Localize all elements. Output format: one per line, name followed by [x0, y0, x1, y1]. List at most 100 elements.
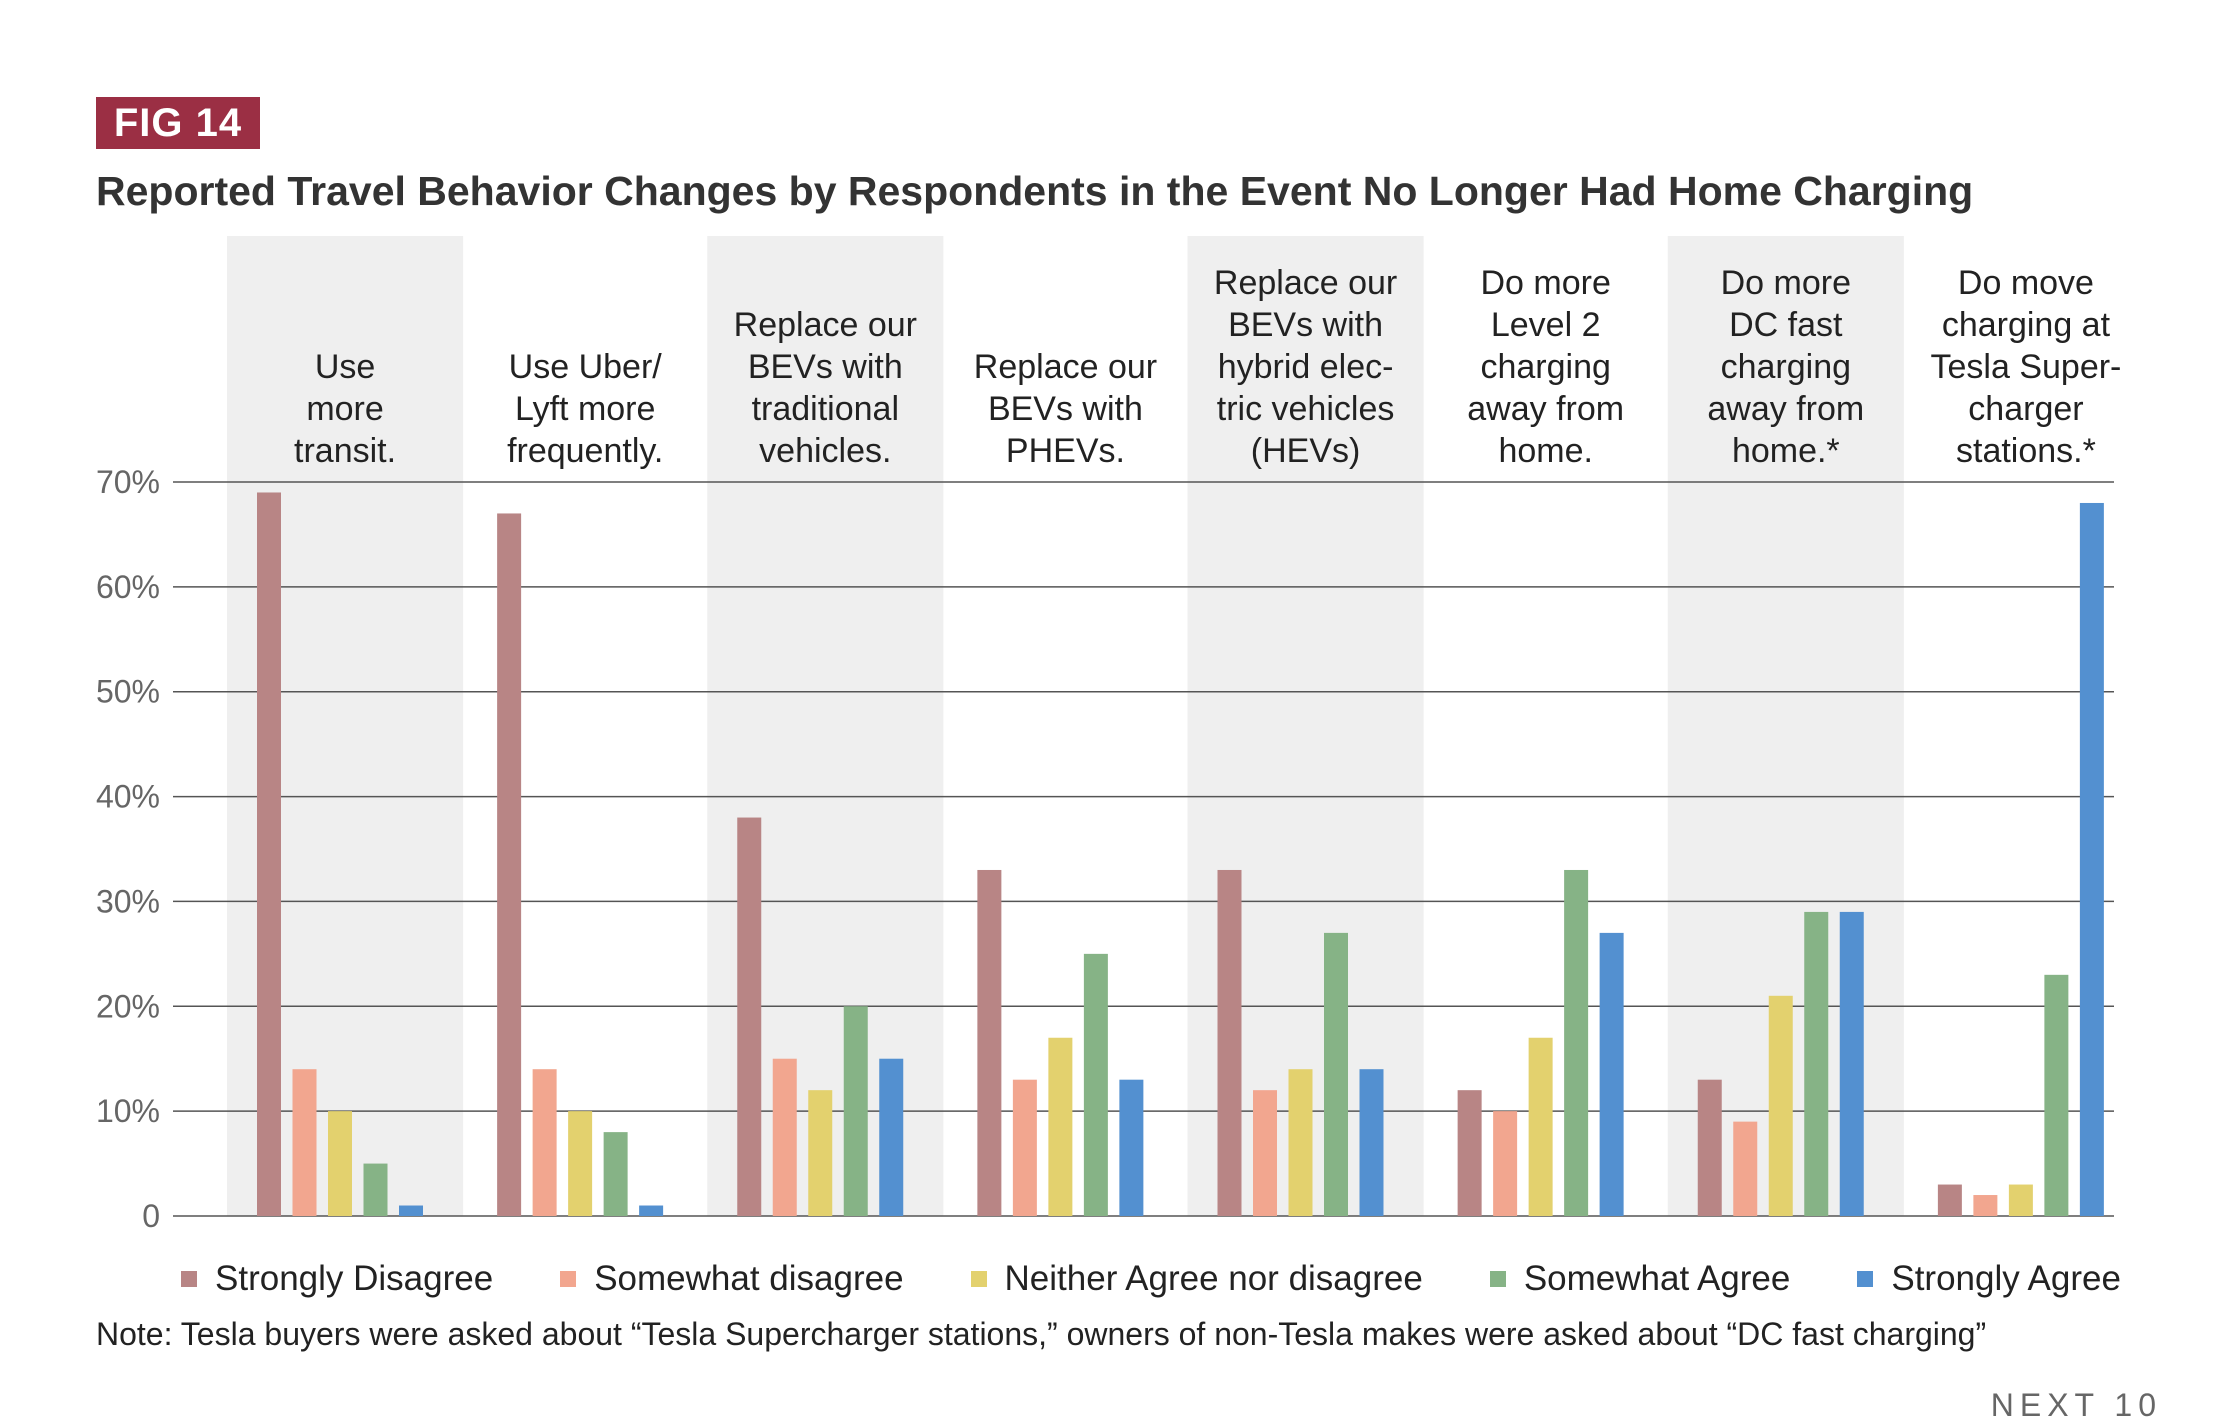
category-label: home. — [1498, 432, 1593, 470]
category-label: Use Uber/ — [509, 348, 663, 386]
category-label: BEVs with — [988, 390, 1143, 428]
category-label: hybrid elec- — [1218, 348, 1394, 386]
bar-0-2 — [328, 1111, 352, 1216]
bar-0-3 — [363, 1163, 388, 1216]
bar-5-4 — [1599, 932, 1624, 1216]
bar-6-1 — [1733, 1121, 1758, 1216]
bar-0-1 — [292, 1069, 317, 1216]
bar-5-2 — [1528, 1037, 1553, 1216]
category-label: transit. — [294, 432, 396, 470]
bar-3-3 — [1083, 953, 1108, 1216]
chart-legend: Strongly Disagree Somewhat disagree Neit… — [181, 1254, 2121, 1304]
legend-item-somewhat-agree: Somewhat Agree — [1489, 1259, 1791, 1299]
bar-0-4 — [399, 1205, 423, 1216]
bar-2-4 — [879, 1058, 904, 1216]
bar-3-1 — [1012, 1079, 1037, 1216]
category-label: traditional — [752, 390, 899, 428]
category-label: Tesla Super- — [1931, 348, 2122, 386]
category-label: away from — [1467, 390, 1624, 428]
category-label: DC fast — [1729, 306, 1843, 344]
bar-4-0 — [1217, 869, 1242, 1216]
legend-label: Somewhat Agree — [1523, 1259, 1791, 1298]
category-label: charging — [1721, 348, 1851, 386]
footer-brand: NEXT 10 — [1990, 1387, 2162, 1423]
category-label: Lyft more — [515, 390, 655, 428]
bar-chart: 0 10% 20% 30% 40% 50% 60% 70% Use more transit. Use… — [96, 236, 2122, 1234]
bar-0-0 — [257, 492, 281, 1216]
category-label: Do more — [1721, 264, 1851, 302]
bar-4-2 — [1288, 1069, 1313, 1216]
bar-5-0 — [1457, 1090, 1482, 1216]
bar-7-2 — [2008, 1184, 2033, 1216]
legend-swatch-icon — [181, 1271, 197, 1287]
category-label: Replace our — [974, 348, 1157, 386]
category-label: home.* — [1732, 432, 1840, 470]
category-label: (HEVs) — [1251, 432, 1361, 470]
category-label: charging at — [1942, 306, 2111, 344]
bar-3-2 — [1048, 1037, 1073, 1216]
figure-badge: FIG 14 — [96, 97, 260, 149]
category-label: Use — [315, 348, 375, 386]
bar-6-4 — [1839, 911, 1864, 1216]
category-label: frequently. — [507, 432, 663, 470]
legend-swatch-icon — [1489, 1271, 1506, 1287]
y-tick-label: 70% — [96, 464, 160, 500]
legend-swatch-icon — [560, 1271, 577, 1287]
bar-7-0 — [1937, 1184, 1962, 1216]
bar-6-3 — [1804, 911, 1829, 1216]
legend-item-somewhat-disagree: Somewhat disagree — [560, 1259, 904, 1299]
category-label: Level 2 — [1491, 306, 1601, 344]
y-tick-label: 50% — [96, 674, 160, 710]
category-label: PHEVs. — [1006, 432, 1125, 470]
bar-5-1 — [1493, 1111, 1518, 1216]
y-tick-label: 20% — [96, 988, 160, 1024]
bar-1-2 — [568, 1111, 593, 1216]
legend-item-strongly-disagree: Strongly Disagree — [181, 1259, 493, 1299]
bar-6-2 — [1768, 995, 1793, 1216]
category-label: charger — [1968, 390, 2083, 428]
bar-1-0 — [497, 513, 522, 1216]
bar-3-4 — [1119, 1079, 1144, 1216]
y-tick-label: 30% — [96, 883, 160, 919]
legend-swatch-icon — [970, 1271, 987, 1287]
bar-7-3 — [2044, 974, 2069, 1216]
bar-2-2 — [808, 1090, 833, 1216]
y-tick-label: 60% — [96, 569, 160, 605]
y-tick-label: 40% — [96, 779, 160, 815]
category-label: charging — [1480, 348, 1610, 386]
bar-6-0 — [1697, 1079, 1722, 1216]
legend-swatch-icon — [1857, 1271, 1874, 1287]
legend-label: Neither Agree nor disagree — [1004, 1259, 1423, 1298]
bar-4-1 — [1253, 1090, 1277, 1216]
bar-3-0 — [977, 869, 1002, 1216]
category-label: away from — [1707, 390, 1864, 428]
bar-5-3 — [1564, 869, 1589, 1216]
bar-7-1 — [1973, 1195, 1998, 1216]
category-label: vehicles. — [759, 432, 891, 470]
category-label: Replace our — [734, 306, 917, 344]
legend-label: Strongly Agree — [1891, 1259, 2121, 1298]
bar-1-1 — [532, 1069, 557, 1216]
y-tick-label: 0 — [142, 1198, 160, 1234]
bar-2-1 — [772, 1058, 797, 1216]
bar-7-4 — [2079, 502, 2104, 1216]
category-label: tric vehicles — [1217, 390, 1395, 428]
chart-note: Note: Tesla buyers were asked about “Tes… — [96, 1316, 1987, 1352]
bar-4-4 — [1359, 1069, 1384, 1216]
category-label: BEVs with — [1228, 306, 1383, 344]
category-label: Do move — [1958, 264, 2094, 302]
bar-2-0 — [737, 817, 762, 1216]
legend-item-strongly-agree: Strongly Agree — [1857, 1259, 2121, 1299]
category-label: Do more — [1481, 264, 1611, 302]
bar-1-4 — [639, 1205, 664, 1216]
legend-label: Somewhat disagree — [594, 1259, 904, 1298]
category-label: stations.* — [1956, 432, 2096, 470]
bar-4-3 — [1324, 932, 1348, 1216]
category-label: BEVs with — [748, 348, 903, 386]
legend-item-neither: Neither Agree nor disagree — [970, 1259, 1423, 1299]
bar-2-3 — [843, 1006, 868, 1216]
category-label: more — [306, 390, 383, 428]
chart-title: Reported Travel Behavior Changes by Resp… — [96, 168, 1974, 214]
legend-label: Strongly Disagree — [215, 1259, 494, 1298]
bar-1-3 — [603, 1132, 628, 1216]
